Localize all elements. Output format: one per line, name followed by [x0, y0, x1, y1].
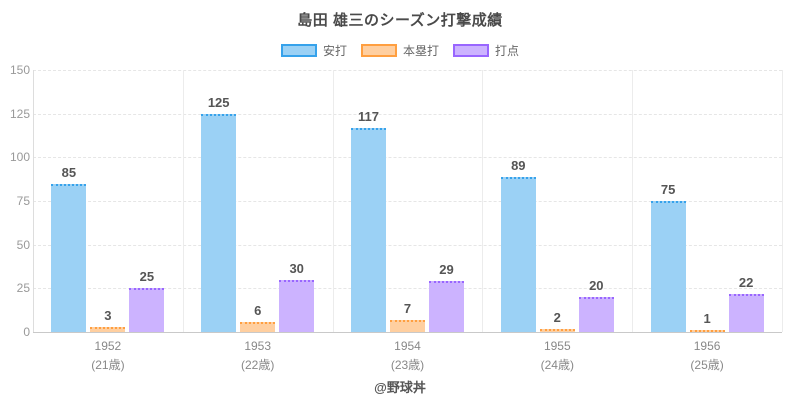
bar-hits [650, 201, 686, 332]
value-label-hits: 117 [358, 108, 379, 124]
y-tick-label-100: 100 [9, 150, 30, 165]
x-axis-age: (23歳) [390, 358, 425, 372]
legend-label-home-runs: 本塁打 [402, 44, 439, 58]
gridline-y-100 [33, 157, 782, 159]
gridline-x-4 [632, 70, 634, 332]
value-label-rbi: 22 [738, 274, 754, 290]
legend-item-hits[interactable]: 安打 [280, 42, 347, 59]
gridline-x-1 [182, 70, 184, 332]
x-axis-age: (21歳) [91, 358, 125, 372]
x-axis-age: (24歳) [540, 358, 574, 372]
bar-home-runs [539, 328, 575, 332]
value-label-rbi: 29 [439, 262, 454, 278]
x-axis-year: 1954 [394, 339, 421, 353]
x-axis-label-1953: 1953 (22歳) [183, 337, 333, 375]
x-axis-year: 1952 [94, 339, 122, 353]
legend-swatch-hits [280, 44, 317, 57]
y-tick-label-125: 125 [9, 106, 30, 121]
y-tick-label-0: 0 [23, 325, 30, 339]
bar-rbi [129, 288, 165, 332]
bar-home-runs [390, 319, 425, 332]
legend-label-hits: 安打 [322, 44, 347, 58]
gridline-y-125 [33, 113, 782, 115]
value-label-rbi: 30 [289, 260, 304, 276]
x-axis-label-1955: 1955 (24歳) [482, 337, 632, 375]
x-axis-year: 1955 [543, 339, 571, 353]
gridline-y-0 [33, 332, 782, 333]
bar-hits [51, 183, 87, 332]
value-label-rbi: 25 [139, 269, 155, 285]
chart-title: 島田 雄三のシーズン打撃成績 [297, 12, 503, 29]
bar-hits [351, 127, 386, 332]
bar-home-runs [240, 321, 276, 332]
value-label-hits: 125 [207, 94, 230, 110]
x-axis-age: (22歳) [241, 358, 275, 372]
bar-rbi [578, 297, 614, 332]
gridline-y-25 [33, 288, 782, 290]
legend-item-home-runs[interactable]: 本塁打 [360, 42, 439, 59]
value-label-hits: 89 [511, 157, 526, 173]
bar-home-runs [90, 326, 126, 332]
x-axis-label-1952: 1952 (21歳) [33, 337, 183, 375]
legend-item-rbi[interactable]: 打点 [453, 42, 519, 59]
bar-hits [201, 113, 237, 332]
gridline-x-0 [33, 70, 34, 332]
x-axis-label-1954: 1954 (23歳) [333, 337, 483, 375]
gridline-y-75 [33, 201, 782, 202]
value-label-home-runs: 6 [254, 302, 262, 318]
bar-home-runs [689, 330, 725, 332]
y-tick-label-150: 150 [9, 63, 30, 77]
x-axis-year: 1953 [244, 339, 272, 353]
x-axis-age: (25歳) [690, 358, 724, 372]
y-tick-label-25: 25 [16, 281, 30, 296]
x-axis-year: 1956 [693, 339, 721, 353]
bar-rbi [728, 293, 764, 332]
gridline-y-150 [33, 70, 782, 71]
gridline-x-2 [332, 70, 334, 332]
legend-swatch-rbi [453, 44, 489, 57]
bar-hits [500, 176, 536, 332]
value-label-home-runs: 1 [703, 311, 711, 326]
value-label-hits: 75 [660, 182, 676, 197]
legend-swatch-home-runs [360, 44, 397, 57]
plot-area [33, 70, 783, 333]
value-label-home-runs: 3 [104, 307, 112, 323]
value-label-home-runs: 2 [553, 309, 561, 325]
x-axis-label-1956: 1956 (25歳) [632, 337, 782, 375]
value-label-home-runs: 7 [403, 300, 412, 316]
gridline-x-5 [782, 70, 783, 332]
gridline-y-50 [33, 244, 782, 246]
y-tick-label-50: 50 [16, 237, 30, 252]
legend-label-rbi: 打点 [495, 44, 520, 58]
gridline-x-3 [482, 70, 484, 332]
footer-credit: @野球丼 [374, 380, 426, 395]
value-label-rbi: 20 [589, 278, 604, 294]
y-tick-label-75: 75 [16, 194, 30, 208]
value-label-hits: 85 [61, 164, 77, 180]
chart-legend: 安打 本塁打 打点 [0, 42, 800, 59]
bar-rbi [279, 279, 315, 332]
bar-rbi [429, 281, 464, 332]
